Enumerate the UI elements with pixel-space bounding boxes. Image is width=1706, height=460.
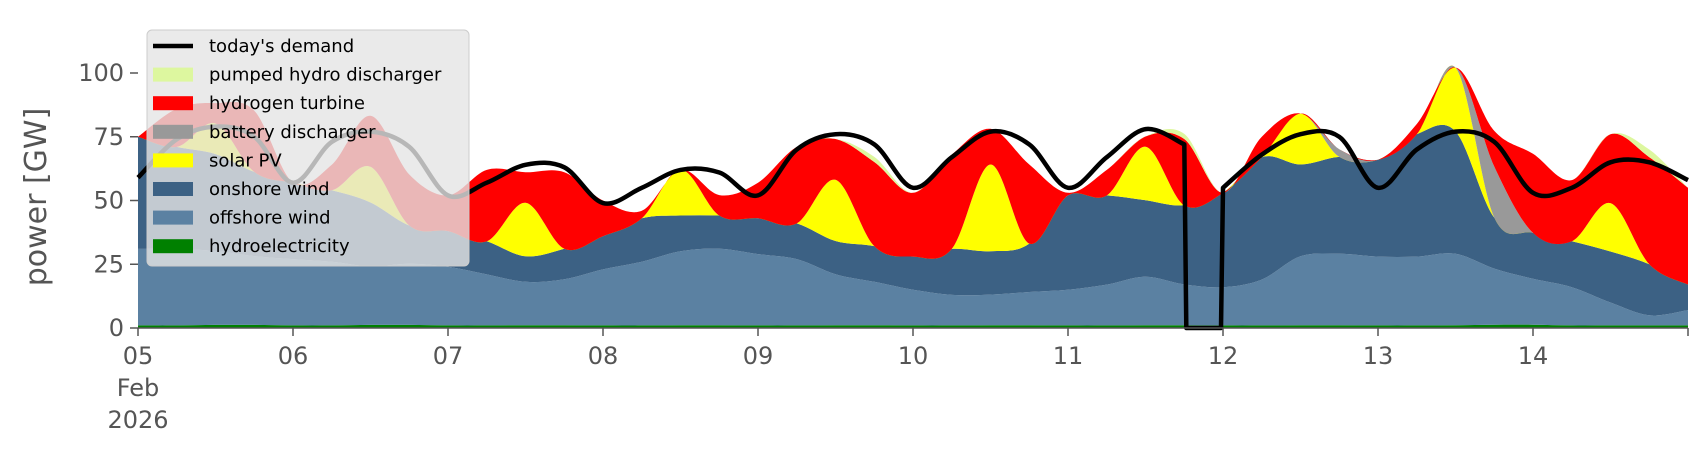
legend-swatch-battery-discharger [153, 124, 193, 139]
legend-swatch-pumped-hydro-discharger [153, 67, 193, 82]
stacked-areas [138, 65, 1688, 328]
area-solar-pv [138, 65, 1688, 285]
legend-label-onshore-wind: onshore wind [209, 179, 330, 200]
x-tick-label: 09 [743, 342, 774, 370]
x-tick-label: 10 [898, 342, 929, 370]
legend-swatch-hydrogen-turbine [153, 96, 193, 111]
y-tick-label: 50 [93, 187, 124, 215]
legend-label-hydrogen-turbine: hydrogen turbine [209, 93, 365, 114]
legend: today's demand pumped hydro discharger hyd… [146, 29, 470, 267]
x-tick-sublabel: Feb [117, 374, 160, 402]
y-tick-label: 75 [93, 123, 124, 151]
y-tick-label: 100 [78, 59, 124, 87]
x-tick-label: 14 [1518, 342, 1549, 370]
area-offshore-wind [138, 248, 1688, 326]
area-onshore-wind [138, 124, 1688, 316]
y-tick-label: 25 [93, 250, 124, 278]
legend-label-today-s-demand: today's demand [209, 36, 354, 57]
legend-box [146, 29, 470, 267]
legend-swatch-onshore-wind [153, 182, 193, 196]
legend-label-offshore-wind: offshore wind [209, 208, 331, 229]
legend-swatch-offshore-wind [153, 210, 193, 225]
x-tick-label: 11 [1053, 342, 1084, 370]
x-tick-label: 12 [1208, 342, 1239, 370]
legend-label-solar-pv: solar PV [209, 150, 282, 171]
area-hydrogen-turbine [138, 67, 1688, 285]
legend-label-battery-discharger: battery discharger [209, 122, 376, 143]
x-tick-label: 06 [278, 342, 309, 370]
x-tick-label: 08 [588, 342, 619, 370]
x-tick-label: 05 [123, 342, 154, 370]
legend-swatch-hydroelectricity [153, 239, 193, 254]
legend-label-hydroelectricity: hydroelectricity [209, 236, 350, 257]
x-tick-label: 07 [433, 342, 464, 370]
legend-swatch-solar-pv [153, 153, 193, 168]
y-tick-label: 0 [109, 314, 124, 342]
x-tick-label: 13 [1363, 342, 1394, 370]
axes: 0 25 50 75 100 05 06 07 08 09 10 11 12 13 14 Feb 2026 pow… [19, 59, 1689, 434]
area-hydroelectricity [138, 324, 1688, 328]
legend-label-pumped-hydro-discharger: pumped hydro discharger [209, 65, 442, 86]
y-axis-label: power [GW] [19, 108, 54, 287]
x-tick-sublabel: 2026 [107, 406, 168, 434]
